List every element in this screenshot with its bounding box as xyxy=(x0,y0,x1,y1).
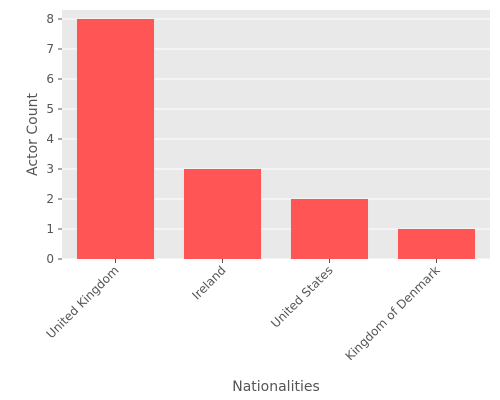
bar-united-states xyxy=(290,199,369,259)
bar-united-kingdom xyxy=(76,19,155,259)
x-tick-label: Kingdom of Denmark xyxy=(343,263,443,363)
y-tick-label: 0 xyxy=(46,252,54,266)
bar-kingdom-of-denmark xyxy=(397,229,476,259)
y-axis-ticks: 0 1 2 3 4 5 6 7 8 xyxy=(46,12,62,266)
x-tick-label: United States xyxy=(268,263,335,330)
y-axis-title: Actor Count xyxy=(25,93,41,176)
y-tick-label: 7 xyxy=(46,42,54,56)
y-tick-label: 1 xyxy=(46,222,54,236)
bars xyxy=(76,19,476,259)
x-axis-title: Nationalities xyxy=(232,379,320,395)
x-tick-label: United Kingdom xyxy=(44,263,122,341)
y-tick-label: 8 xyxy=(46,12,54,26)
y-tick-label: 4 xyxy=(46,132,54,146)
y-tick-label: 6 xyxy=(46,72,54,86)
x-axis-ticks: United Kingdom Ireland United States Kingdo… xyxy=(44,259,443,363)
x-tick-label: Ireland xyxy=(189,263,228,302)
bar-ireland xyxy=(183,169,262,259)
y-tick-label: 5 xyxy=(46,102,54,116)
y-tick-label: 3 xyxy=(46,162,54,176)
y-tick-label: 2 xyxy=(46,192,54,206)
